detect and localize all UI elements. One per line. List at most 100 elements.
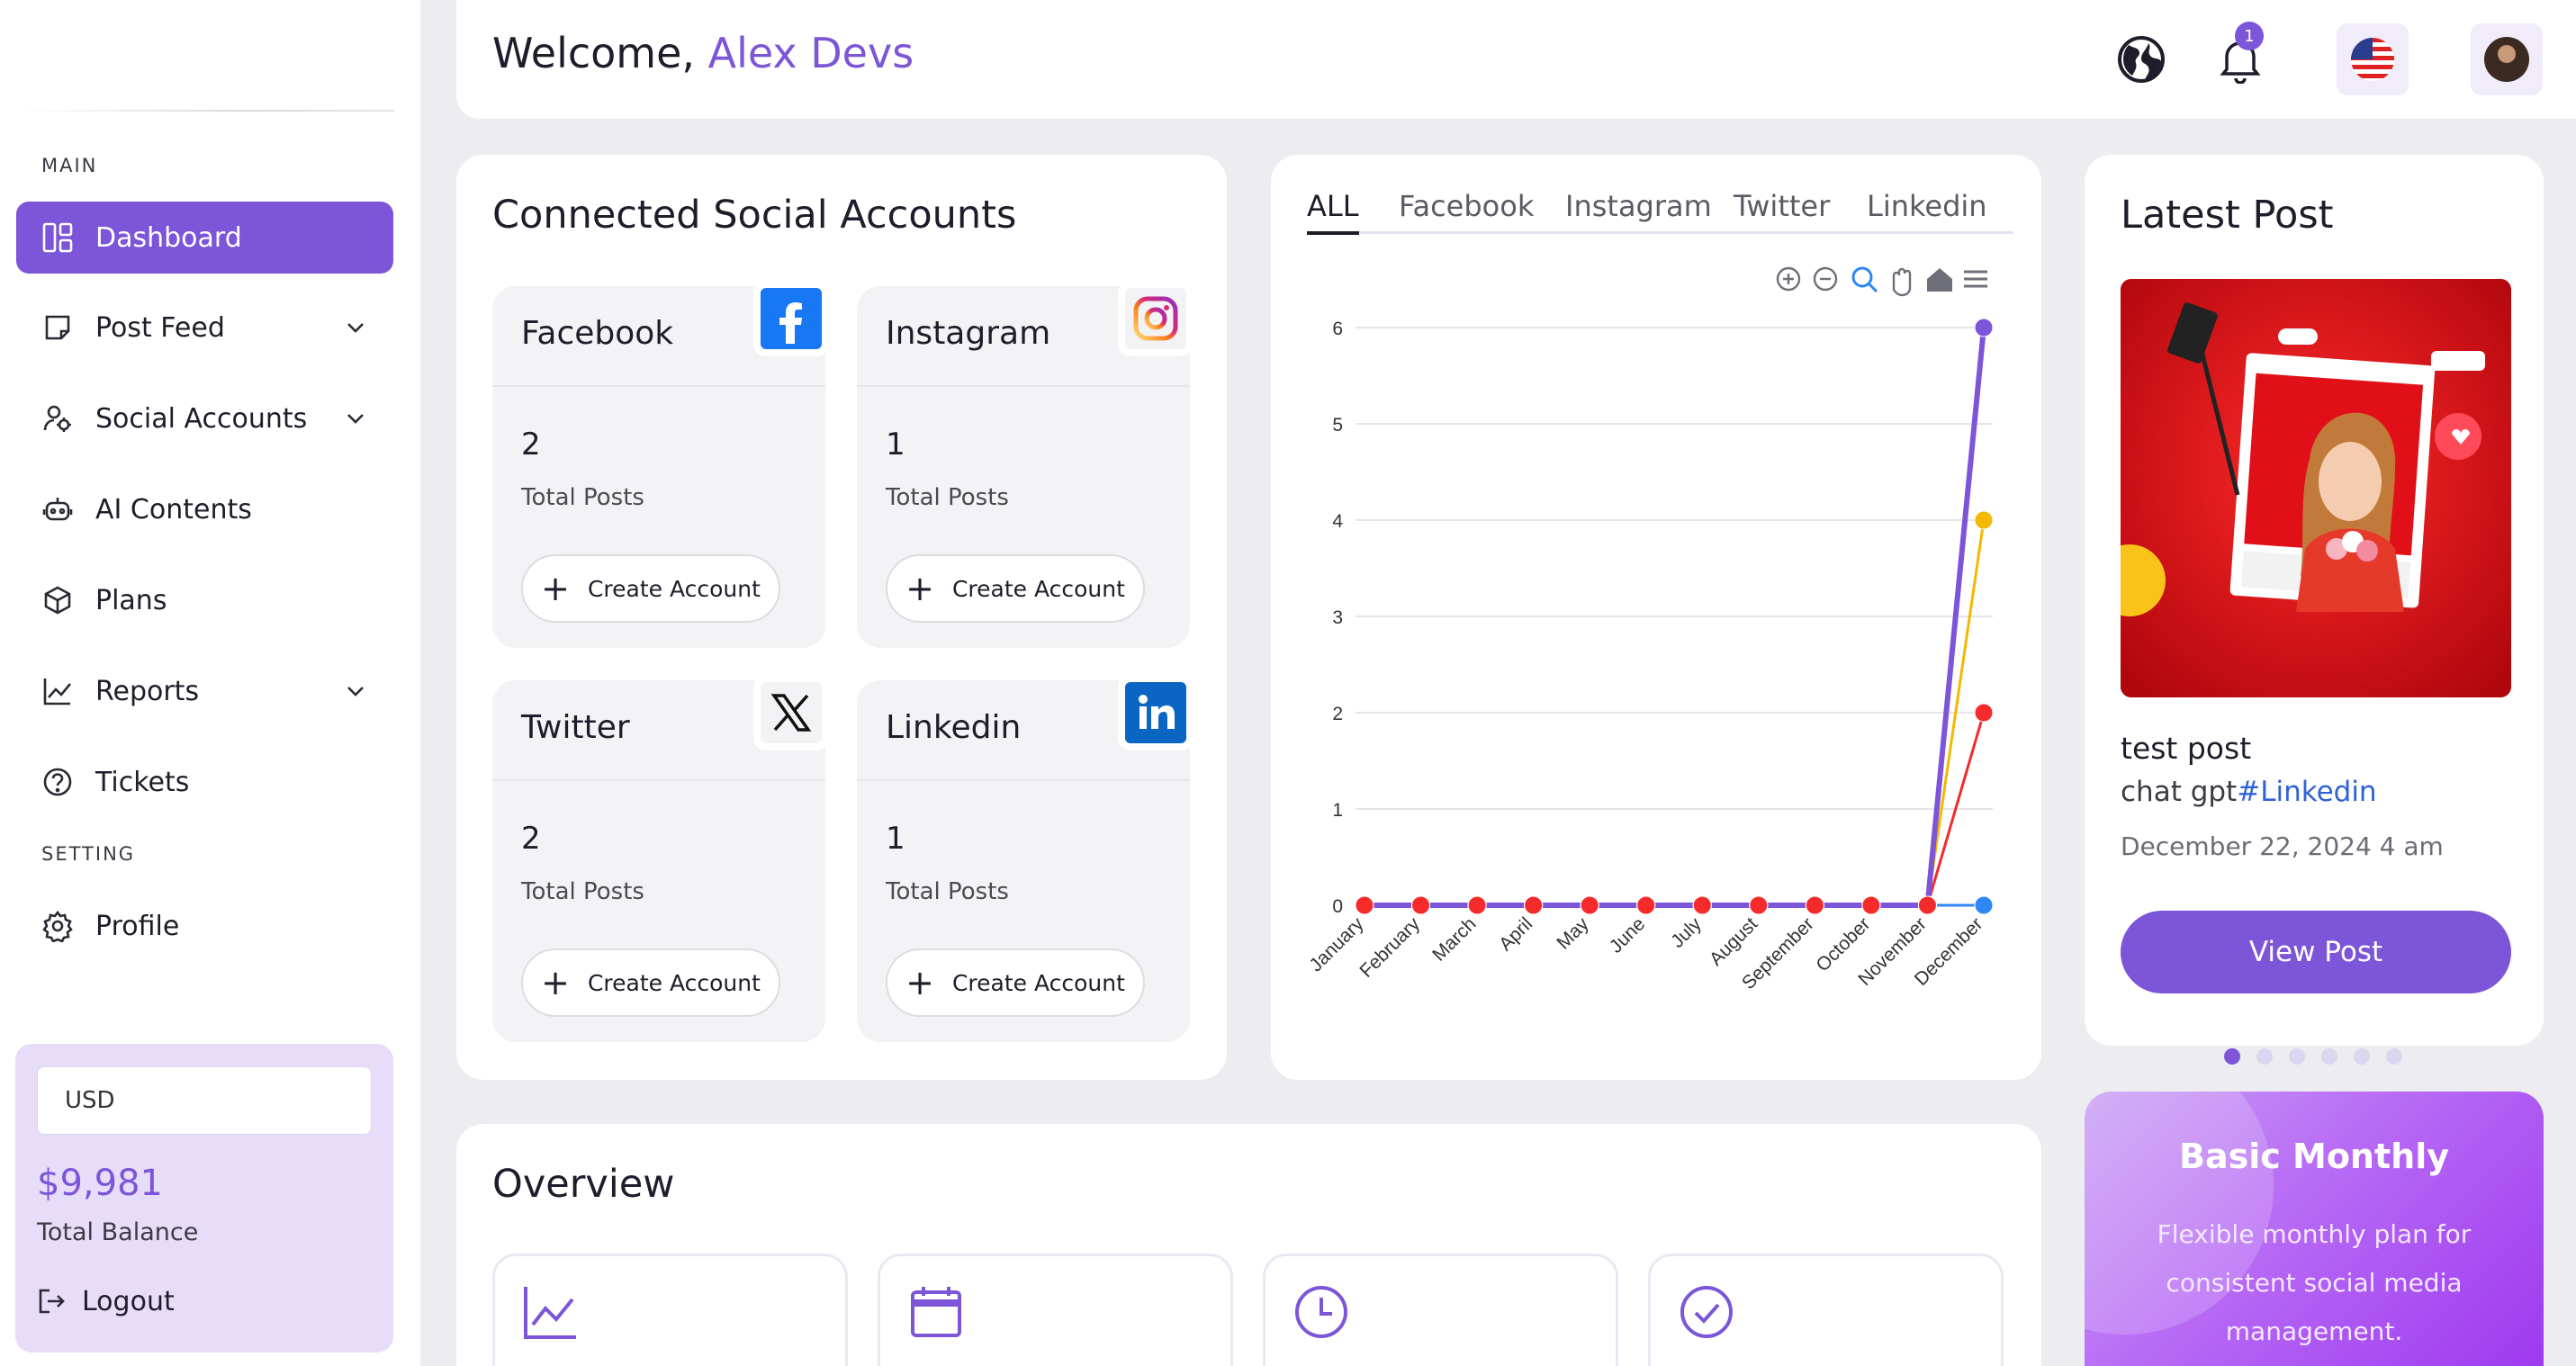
- zoom-out-icon[interactable]: [1813, 266, 1838, 292]
- chevron-down-icon[interactable]: [343, 406, 368, 431]
- zoom-selection-icon[interactable]: [1851, 266, 1878, 293]
- balance-label: Total Balance: [37, 1218, 199, 1246]
- sidebar-item-label: Plans: [95, 584, 167, 616]
- chart-tabs: ALL Facebook Instagram Twitter Linkedin: [1307, 189, 2013, 235]
- plan-card[interactable]: Basic Monthly Flexible monthly plan for …: [2085, 1092, 2544, 1366]
- post-stats-chart-card: ALL Facebook Instagram Twitter Linkedin: [1271, 155, 2041, 1080]
- divider: [492, 779, 825, 781]
- create-account-button[interactable]: + Create Account: [521, 948, 780, 1017]
- account-name: Facebook: [521, 315, 674, 352]
- divider: [492, 385, 825, 387]
- sidebar-item-profile[interactable]: Profile: [16, 890, 393, 962]
- sidebar-item-post-feed[interactable]: Post Feed: [16, 292, 393, 364]
- sidebar-item-social-accounts[interactable]: Social Accounts: [16, 382, 393, 454]
- instagram-icon: [1118, 281, 1193, 356]
- data-point: [1524, 895, 1544, 915]
- chart-toolbar: [1776, 266, 1987, 297]
- sidebar-item-dashboard[interactable]: Dashboard: [16, 202, 393, 274]
- chart-line-icon: [40, 673, 76, 709]
- view-post-button[interactable]: View Post: [2121, 911, 2511, 993]
- x-tick-label: April: [1495, 913, 1536, 955]
- zoom-in-icon[interactable]: [1776, 266, 1801, 292]
- section-label-main: MAIN: [41, 155, 98, 176]
- carousel-dot[interactable]: [2354, 1048, 2370, 1065]
- sidebar-item-ai-contents[interactable]: AI Contents: [16, 473, 393, 545]
- y-tick-label: 1: [1332, 800, 1343, 821]
- data-point: [1974, 703, 1994, 723]
- plus-icon: +: [905, 569, 934, 608]
- profile-button[interactable]: [2471, 23, 2543, 95]
- post-count: 1: [886, 821, 905, 857]
- tab-linkedin[interactable]: Linkedin: [1867, 189, 1987, 223]
- tab-twitter[interactable]: Twitter: [1734, 189, 1831, 223]
- carousel-dot[interactable]: [2256, 1048, 2273, 1065]
- pan-icon[interactable]: [1892, 267, 1912, 297]
- currency-select[interactable]: USD: [37, 1066, 372, 1135]
- tab-instagram[interactable]: Instagram: [1565, 189, 1712, 223]
- post-count: 2: [521, 821, 541, 857]
- data-point: [1974, 318, 1994, 337]
- post-hashtag[interactable]: #Linkedin: [2237, 776, 2377, 808]
- home-icon[interactable]: [1927, 268, 1952, 292]
- tab-facebook[interactable]: Facebook: [1399, 189, 1535, 223]
- post-count-label: Total Posts: [521, 878, 644, 905]
- post-image[interactable]: [2121, 279, 2511, 697]
- overview-stat-card[interactable]: [878, 1254, 1233, 1366]
- plan-description: Flexible monthly plan for consistent soc…: [2157, 1219, 2472, 1346]
- plus-icon: +: [541, 569, 570, 608]
- sidebar: MAIN Dashboard Post Feed: [0, 0, 420, 1366]
- calendar-icon: [911, 1287, 961, 1337]
- post-count: 1: [886, 427, 905, 463]
- y-tick-label: 4: [1332, 511, 1343, 532]
- carousel-dot[interactable]: [2224, 1048, 2240, 1065]
- sidebar-item-label: Reports: [95, 675, 200, 707]
- plus-icon: +: [541, 963, 570, 1002]
- language-button[interactable]: [2105, 23, 2177, 95]
- overview-stat-card[interactable]: [1263, 1254, 1618, 1366]
- sidebar-item-plans[interactable]: Plans: [16, 564, 393, 636]
- sidebar-item-reports[interactable]: Reports: [16, 655, 393, 727]
- create-account-button[interactable]: + Create Account: [886, 554, 1145, 623]
- create-account-button[interactable]: + Create Account: [886, 948, 1145, 1017]
- data-point: [1411, 895, 1431, 915]
- overview-stat-card[interactable]: [1648, 1254, 2004, 1366]
- account-name: Linkedin: [886, 709, 1022, 746]
- logout-button[interactable]: Logout: [37, 1283, 175, 1319]
- data-point: [1580, 895, 1599, 915]
- sidebar-item-tickets[interactable]: Tickets: [16, 746, 393, 818]
- sidebar-item-label: AI Contents: [95, 493, 252, 526]
- y-tick-label: 6: [1332, 319, 1343, 339]
- post-title: test post: [2121, 731, 2252, 766]
- post-text: chat gpt: [2121, 776, 2238, 808]
- sidebar-item-label: Tickets: [95, 766, 190, 798]
- carousel-dot[interactable]: [2386, 1048, 2402, 1065]
- us-flag-icon: [2351, 38, 2394, 81]
- carousel-dots: [2224, 1048, 2402, 1065]
- x-tick-label: March: [1428, 913, 1481, 966]
- sidebar-item-label: Profile: [95, 910, 180, 942]
- account-card-twitter: Twitter 2 Total Posts + Create Account: [492, 675, 829, 1042]
- carousel-dot[interactable]: [2321, 1048, 2337, 1065]
- chevron-down-icon[interactable]: [343, 315, 368, 340]
- card-title: Connected Social Accounts: [492, 193, 1017, 238]
- carousel-dot[interactable]: [2289, 1048, 2305, 1065]
- language-flag-button[interactable]: [2337, 23, 2409, 95]
- create-account-button[interactable]: + Create Account: [521, 554, 780, 623]
- x-tick-label: August: [1706, 913, 1762, 970]
- tab-all[interactable]: ALL: [1307, 189, 1359, 235]
- account-card-linkedin: Linkedin 1 Total Posts + Create Account: [857, 675, 1193, 1042]
- button-label: Create Account: [587, 575, 761, 602]
- y-tick-label: 2: [1332, 704, 1343, 724]
- top-header: Welcome, Alex Devs 1: [456, 0, 2576, 119]
- post-count-label: Total Posts: [521, 484, 644, 511]
- y-tick-label: 5: [1332, 415, 1343, 436]
- button-label: Create Account: [951, 969, 1125, 996]
- notifications-button[interactable]: 1: [2204, 22, 2276, 95]
- menu-icon[interactable]: [1964, 270, 1987, 288]
- latest-post-card: Latest Post: [2085, 155, 2544, 1046]
- post-date: December 22, 2024 4 am: [2121, 831, 2444, 861]
- plus-icon: +: [905, 963, 934, 1002]
- chevron-down-icon[interactable]: [343, 679, 368, 704]
- overview-stat-card[interactable]: [492, 1254, 848, 1366]
- linkedin-icon: [1118, 675, 1193, 750]
